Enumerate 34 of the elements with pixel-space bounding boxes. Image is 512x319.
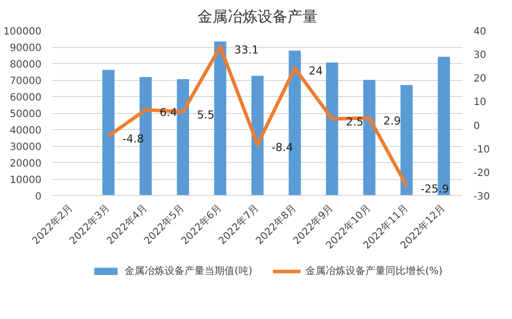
y-tick-label: 30000	[10, 142, 42, 153]
y2-tick-label: -20	[474, 168, 490, 179]
y2-tick-label: 10	[474, 97, 486, 108]
data-label: 33.1	[234, 43, 259, 56]
bar	[214, 42, 226, 196]
data-label: 2.9	[383, 114, 401, 128]
y-tick-label: 50000	[10, 109, 42, 120]
chart-title: 金属冶炼设备产量	[198, 8, 318, 26]
bar	[363, 80, 376, 196]
y-tick-label: 70000	[10, 76, 42, 87]
y-tick-label: 90000	[10, 43, 42, 54]
bar	[176, 79, 190, 196]
data-label: 24	[308, 64, 323, 78]
bar	[400, 84, 413, 196]
data-label: 5.5	[196, 108, 214, 122]
y2-tick-label: 30	[474, 50, 486, 62]
y2-tick-label: 20	[474, 74, 486, 85]
bar	[326, 62, 338, 196]
y2-tick-label: -30	[474, 192, 490, 202]
legend-label: 金属冶炼设备产量同比增长(%)	[305, 264, 443, 278]
y2-tick-label: -10	[474, 144, 490, 156]
y-tick-label: 0	[35, 192, 42, 202]
y-tick-label: 60000	[10, 92, 42, 104]
bar	[251, 76, 264, 196]
y-tick-label: 100000	[3, 26, 42, 38]
legend-label: 金属冶炼设备产量当期值(吨)	[124, 264, 252, 278]
y-tick-label: 40000	[10, 126, 42, 136]
line-series	[106, 45, 408, 188]
y2-tick-label: 40	[474, 26, 486, 38]
y2-tick-label: 0	[474, 120, 480, 132]
bar	[102, 70, 114, 196]
y-tick-label: 10000	[10, 175, 42, 186]
y-tick-label: 80000	[10, 60, 42, 70]
y-tick-label: 20000	[10, 158, 42, 170]
